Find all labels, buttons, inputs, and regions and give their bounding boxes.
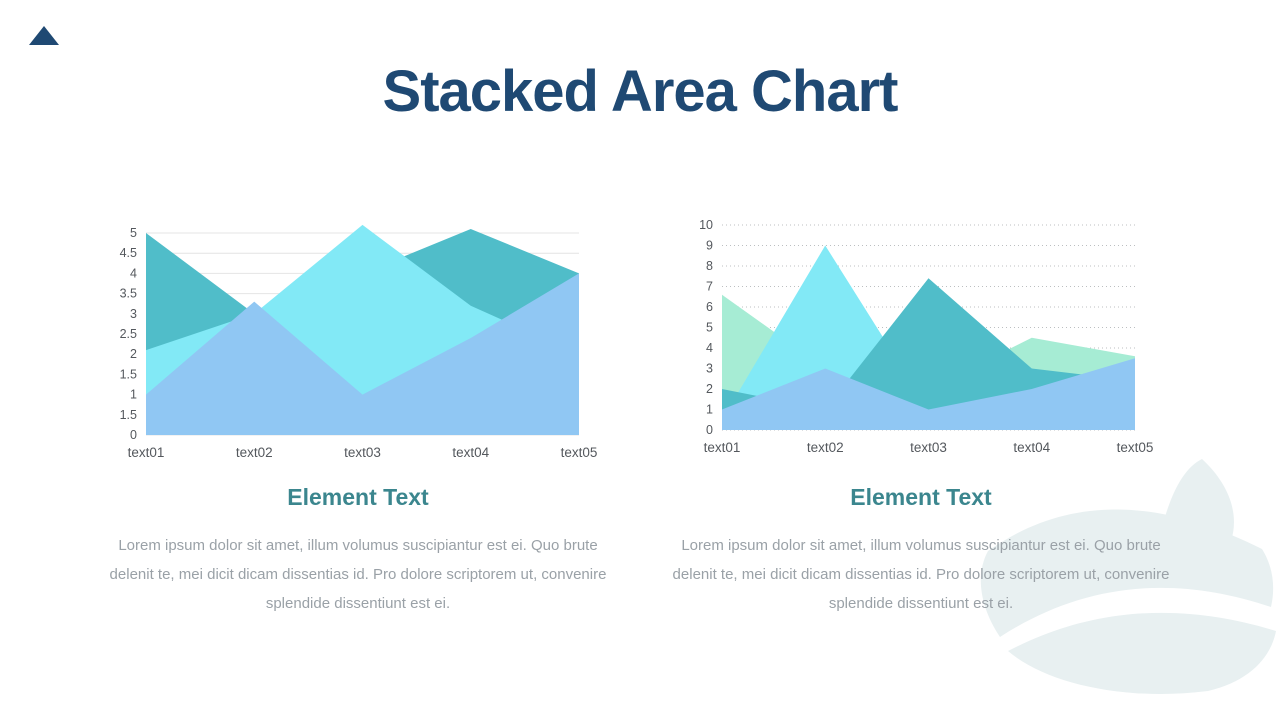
y-axis-tick-label: 9 [706, 239, 713, 253]
y-axis-tick-label: 6 [706, 300, 713, 314]
y-axis-tick-label: 3 [706, 362, 713, 376]
y-axis-tick-label: 5 [130, 226, 137, 240]
x-axis-tick-label: text05 [561, 445, 598, 460]
leaf-watermark [980, 459, 1276, 694]
logo-triangle-icon [29, 26, 59, 45]
x-axis-tick-label: text01 [704, 440, 741, 455]
x-axis-tick-label: text03 [910, 440, 947, 455]
element-heading-right: Element Text [850, 484, 992, 510]
y-axis-tick-label: 5 [706, 321, 713, 335]
y-axis-tick-label: 1 [706, 403, 713, 417]
element-heading-left: Element Text [287, 484, 429, 510]
y-axis-tick-label: 0 [706, 423, 713, 437]
y-axis-tick-label: 2.5 [120, 327, 137, 341]
y-axis-tick-label: 10 [699, 218, 713, 232]
page-title: Stacked Area Chart [382, 59, 899, 124]
x-axis-tick-label: text02 [236, 445, 273, 460]
y-axis-tick-label: 2 [706, 382, 713, 396]
y-axis-tick-label: 4.5 [120, 246, 137, 260]
y-axis-tick-label: 3 [130, 307, 137, 321]
x-axis-tick-label: text04 [452, 445, 489, 460]
y-axis-tick-label: 2 [130, 347, 137, 361]
y-axis-tick-label: 8 [706, 259, 713, 273]
y-axis-tick-label: 4 [130, 266, 137, 280]
y-axis-tick-label: 1.5 [120, 408, 137, 422]
y-axis-tick-label: 7 [706, 280, 713, 294]
stacked-area-chart-left: 5 4.5 4 3.5 3 2.5 2 1.5 1 1.5 0 text01 text02 text03 t… [120, 224, 598, 460]
x-axis-tick-label: text02 [807, 440, 844, 455]
element-body-left: Lorem ipsum dolor sit amet, illum volumu… [109, 537, 607, 612]
y-axis-tick-label: 1.5 [120, 367, 137, 381]
area-series-blue [146, 273, 579, 435]
y-axis-tick-label: 3.5 [120, 287, 137, 301]
y-axis-tick-label: 4 [706, 341, 713, 355]
x-axis-tick-label: text04 [1013, 440, 1050, 455]
y-axis-tick-label: 0 [130, 428, 137, 442]
element-body-right: Lorem ipsum dolor sit amet, illum volumu… [672, 537, 1170, 612]
x-axis-tick-label: text03 [344, 445, 381, 460]
x-axis-tick-label: text01 [128, 445, 165, 460]
area-series-blue [722, 358, 1135, 430]
x-axis-tick-label: text05 [1117, 440, 1154, 455]
y-axis-tick-label: 1 [130, 388, 137, 402]
